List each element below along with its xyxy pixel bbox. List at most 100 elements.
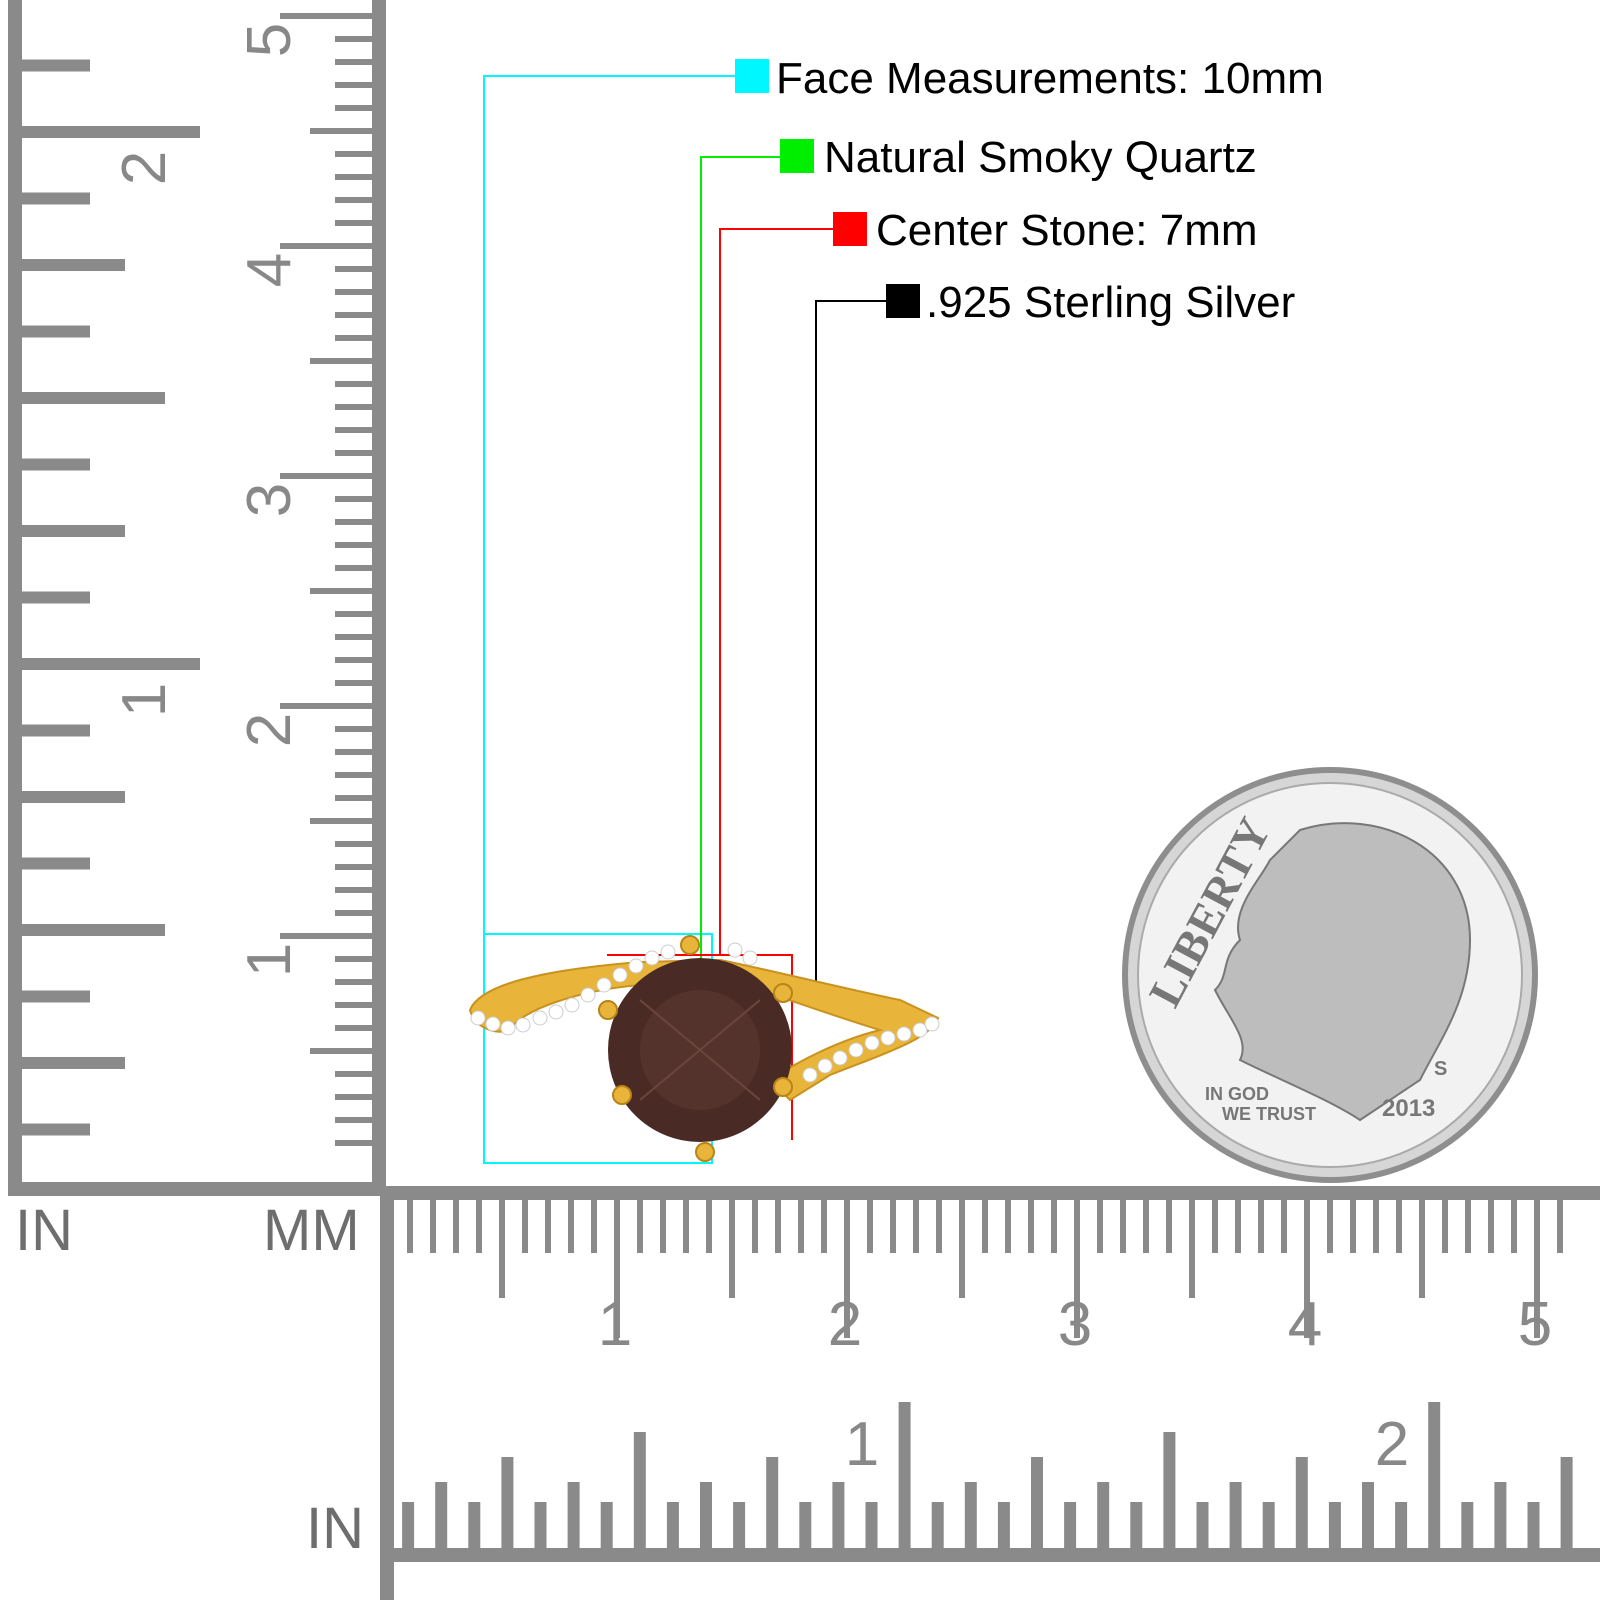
inch-tick: [600, 1502, 613, 1552]
legend-swatch-metal: [886, 284, 920, 318]
mm-tick: [335, 542, 380, 548]
mm-tick: [335, 611, 380, 617]
pave-stone: [500, 1020, 516, 1036]
pave-stone: [628, 958, 644, 974]
mm-tick: [335, 565, 380, 571]
mm-tick: [1350, 1198, 1356, 1253]
mm-tick: [310, 358, 380, 364]
mm-tick: [1028, 1198, 1034, 1253]
inch-tick: [666, 1502, 679, 1552]
inch-tick: [898, 1402, 911, 1552]
mm-tick: [335, 59, 380, 65]
mm-tick: [1143, 1198, 1149, 1253]
mm-tick: [335, 381, 380, 387]
mm-tick: [335, 979, 380, 985]
dime-coin: LIBERTY IN GOD WE TRUST 2013 S: [1122, 767, 1538, 1183]
inch-tick: [1395, 1502, 1408, 1552]
pave-stone: [896, 1026, 912, 1042]
mm-tick: [867, 1198, 873, 1253]
left-mm-label: 5: [235, 23, 304, 57]
pave-stone: [832, 1050, 848, 1066]
mm-tick: [335, 1094, 380, 1100]
mm-tick: [1304, 1198, 1310, 1338]
pave-stone: [532, 1010, 548, 1026]
pave-stone: [470, 1010, 486, 1026]
mm-tick: [335, 1025, 380, 1031]
bottom-inch-label: 1: [845, 1410, 879, 1479]
inch-tick: [15, 990, 90, 1003]
legend-center-stone: Center Stone: 7mm: [876, 206, 1258, 255]
inch-tick: [15, 525, 125, 537]
left-mm-label: 1: [235, 943, 304, 977]
mm-tick: [729, 1198, 735, 1298]
mm-tick: [335, 105, 380, 111]
inch-tick: [534, 1502, 547, 1552]
legend-swatch-face: [735, 59, 769, 93]
mm-tick: [430, 1198, 436, 1253]
mm-tick: [637, 1198, 643, 1253]
legend-swatch-stone: [780, 139, 814, 173]
inch-tick: [1064, 1502, 1077, 1552]
pave-stone: [612, 967, 628, 983]
pave-stone: [864, 1035, 880, 1051]
mm-tick: [335, 795, 380, 801]
mm-tick: [310, 128, 380, 134]
inch-tick: [1262, 1502, 1275, 1552]
inch-tick: [1163, 1432, 1176, 1552]
inch-tick: [1229, 1482, 1242, 1552]
inch-tick: [15, 1123, 90, 1136]
inch-tick: [15, 591, 90, 604]
mm-tick: [1235, 1198, 1241, 1253]
mm-tick: [1189, 1198, 1195, 1298]
mm-tick: [1051, 1198, 1057, 1253]
legend-stone-type: Natural Smoky Quartz: [824, 133, 1257, 182]
mm-tick: [1557, 1198, 1563, 1253]
bottom-ruler-edge: [380, 1186, 1600, 1200]
mm-tick: [335, 197, 380, 203]
inch-tick: [435, 1482, 448, 1552]
legend-face-measurements: Face Measurements: 10mm: [776, 54, 1324, 103]
left-inch-label: 1: [110, 683, 179, 717]
inch-tick: [15, 791, 125, 803]
bottom-ruler-edge: [380, 1548, 1600, 1562]
mm-tick: [1074, 1198, 1080, 1338]
mm-tick: [335, 726, 380, 732]
mm-tick: [335, 956, 380, 962]
mm-tick: [1120, 1198, 1126, 1253]
inch-tick: [402, 1502, 415, 1552]
bottom-inch-unit-label: IN: [306, 1496, 364, 1561]
pave-stone: [660, 944, 676, 960]
pave-stone: [924, 1016, 940, 1032]
coin-portrait: [1213, 822, 1472, 1122]
mm-tick: [844, 1198, 850, 1338]
mm-tick: [335, 1071, 380, 1077]
pave-stone: [912, 1022, 928, 1038]
mm-tick: [706, 1198, 712, 1253]
mm-tick: [335, 519, 380, 525]
inch-tick: [1560, 1457, 1573, 1552]
inch-tick: [832, 1482, 845, 1552]
pave-stone: [596, 977, 612, 993]
inch-tick: [15, 126, 200, 138]
inch-tick: [733, 1502, 746, 1552]
mm-tick: [335, 289, 380, 295]
inch-tick: [1130, 1502, 1143, 1552]
mm-tick: [310, 818, 380, 824]
mm-tick: [335, 266, 380, 272]
inch-tick: [931, 1502, 944, 1552]
mm-tick: [1097, 1198, 1103, 1253]
mm-tick: [591, 1198, 597, 1253]
mm-tick: [775, 1198, 781, 1253]
bottom-ruler: 1 2 3 4 5 1 2: [380, 1186, 1600, 1600]
mm-tick: [1419, 1198, 1425, 1298]
inch-tick: [633, 1432, 646, 1552]
inch-tick: [1295, 1457, 1308, 1552]
mm-tick: [335, 450, 380, 456]
mm-tick: [1396, 1198, 1402, 1253]
mm-tick: [335, 312, 380, 318]
inch-tick: [15, 924, 165, 936]
mm-tick: [660, 1198, 666, 1253]
mm-tick: [310, 588, 380, 594]
bottom-inch-label: 2: [1375, 1410, 1409, 1479]
